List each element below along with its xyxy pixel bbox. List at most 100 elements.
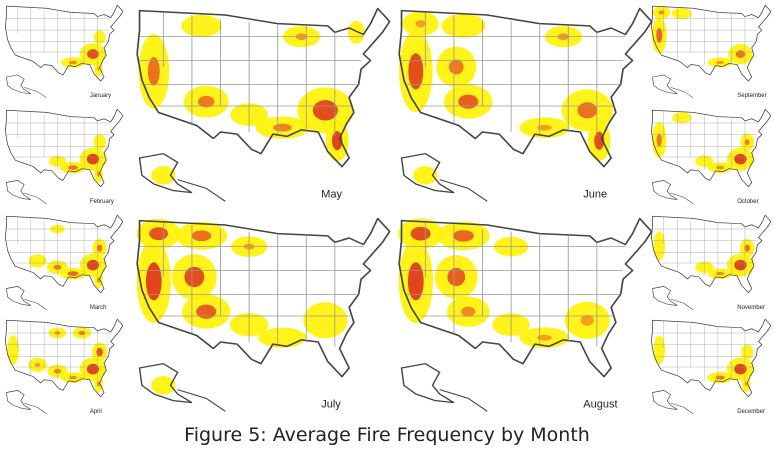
fire-hotspot-core-southeast	[580, 314, 594, 326]
month-label: April	[90, 409, 102, 415]
fire-hotspot-core-great-basin	[184, 266, 205, 288]
fire-hotspot-core-gulf-coast	[537, 334, 552, 341]
fire-hotspot-alaska	[151, 166, 176, 185]
fire-hotspot-california	[653, 231, 666, 261]
fire-hotspot-core-southeast	[87, 49, 99, 59]
fire-hotspot-core-gulf-coast	[67, 271, 79, 276]
fire-hotspot-core-florida	[97, 381, 100, 387]
month-label: July	[321, 399, 341, 411]
fire-hotspot-core-southwest	[197, 95, 215, 108]
fire-hotspot-core-southeast	[735, 50, 746, 58]
fire-hotspot-northern-rockies	[671, 7, 692, 19]
fire-hotspot-core-gulf-coast	[68, 375, 78, 380]
hotspot-layer	[60, 30, 106, 77]
hotspot-layer	[652, 112, 755, 173]
us-outline-map	[398, 7, 653, 203]
map-panel-march: March	[4, 214, 124, 311]
fire-hotspot-northeast	[347, 20, 365, 44]
fire-frequency-figure: January February March April May June July Augu…	[4, 4, 772, 415]
fire-hotspot-core-gulf-coast	[67, 165, 79, 170]
fire-hotspot-core-california	[147, 57, 160, 86]
fire-hotspot-california	[7, 335, 19, 365]
hotspot-layer	[399, 11, 613, 185]
fire-hotspot-core-florida	[97, 277, 100, 283]
us-outline-map	[650, 214, 772, 311]
figure-caption: Figure 5: Average Fire Frequency by Mont…	[184, 424, 590, 446]
month-label: May	[321, 189, 342, 201]
hotspot-layer	[48, 134, 107, 183]
fire-hotspot-alaska	[151, 376, 176, 395]
fire-hotspot-core-gulf-coast	[715, 375, 725, 380]
month-label: March	[90, 305, 107, 311]
fire-hotspot-core-mid-atlantic	[744, 244, 750, 252]
fire-hotspot-core-california	[408, 53, 424, 90]
fire-hotspot-core-mid-atlantic	[96, 244, 103, 252]
fire-hotspot-core-gulf-coast	[716, 271, 725, 276]
hotspot-layer	[653, 231, 755, 279]
hotspot-layer	[136, 218, 348, 395]
fire-hotspot-core-southeast	[86, 363, 100, 375]
fire-hotspot-core-southwest	[196, 304, 217, 319]
map-panel-october: October	[650, 108, 772, 205]
fire-hotspot-core-southeast	[734, 153, 747, 165]
map-panel-august: August	[398, 217, 653, 413]
fire-hotspot-core-southeast	[734, 363, 747, 375]
us-outline-map	[650, 318, 772, 415]
fire-hotspot-northern-rockies	[181, 14, 222, 37]
map-panel-july: July	[136, 217, 391, 413]
fire-hotspot-core-california	[656, 133, 662, 147]
fire-hotspot-core-pacific-northwest	[658, 10, 665, 15]
fire-hotspot-core-mid-atlantic	[744, 139, 750, 146]
us-outline-map	[4, 4, 124, 99]
fire-hotspot-core-southeast	[577, 102, 598, 119]
fire-hotspot-core-southeast	[312, 100, 338, 121]
month-label: January	[90, 93, 111, 99]
hotspot-layer	[28, 224, 107, 289]
fire-hotspot-mid-atlantic	[741, 344, 754, 360]
fire-hotspot-core-great-basin	[448, 59, 464, 75]
fire-hotspot-core-great-basin	[447, 267, 466, 287]
fire-hotspot-core-southwest	[461, 306, 476, 317]
month-label: February	[90, 199, 114, 205]
month-label: November	[737, 305, 765, 311]
fire-hotspot-core-california	[407, 262, 424, 301]
map-panel-may: May	[136, 7, 391, 203]
fire-hotspot-core-california	[145, 262, 162, 301]
fire-hotspot-core-gulf-coast	[716, 60, 724, 64]
map-panel-september: September	[650, 4, 772, 99]
fire-hotspot-core-southeast	[86, 153, 100, 165]
fire-hotspot-core-northern-rockies	[452, 230, 474, 242]
fire-hotspot-core-gulf-coast	[716, 165, 725, 170]
fire-hotspot-mid-atlantic	[93, 134, 106, 150]
us-outline-map	[650, 4, 772, 99]
hotspot-layer	[651, 6, 753, 68]
fire-hotspot-core-pacific-northwest	[415, 20, 426, 28]
fire-hotspot-core-gulf-coast	[68, 60, 78, 65]
map-panel-february: February	[4, 108, 124, 205]
hotspot-layer	[7, 327, 108, 393]
fire-hotspot-core-california	[656, 27, 663, 43]
map-panel-january: January	[4, 4, 124, 99]
month-label: August	[583, 399, 617, 411]
fire-hotspot-core-northern-rockies	[191, 230, 212, 242]
fire-hotspot-core-mid-atlantic	[96, 347, 103, 357]
fire-hotspot-southwest	[28, 254, 47, 268]
month-label: September	[737, 93, 766, 99]
fire-hotspot-southeast	[303, 302, 348, 339]
us-outline-map	[4, 108, 124, 205]
map-panel-june: June	[398, 7, 653, 203]
fire-hotspot-core-gulf-coast	[273, 123, 292, 132]
month-label: October	[737, 199, 758, 205]
fire-hotspot-core-southwest	[458, 94, 479, 109]
hotspot-layer	[398, 218, 610, 348]
map-panel-november: November	[650, 214, 772, 311]
us-outline-map	[650, 108, 772, 205]
month-label: June	[583, 189, 607, 201]
month-label: December	[737, 409, 765, 415]
fire-hotspot-core-southeast	[734, 259, 747, 271]
map-panel-april: April	[4, 318, 124, 415]
fire-hotspot-core-pacific-northwest	[149, 227, 169, 241]
fire-hotspot-mid-atlantic	[93, 30, 106, 45]
fire-hotspot-alaska	[413, 166, 438, 185]
fire-hotspot-core-southeast	[86, 259, 100, 271]
